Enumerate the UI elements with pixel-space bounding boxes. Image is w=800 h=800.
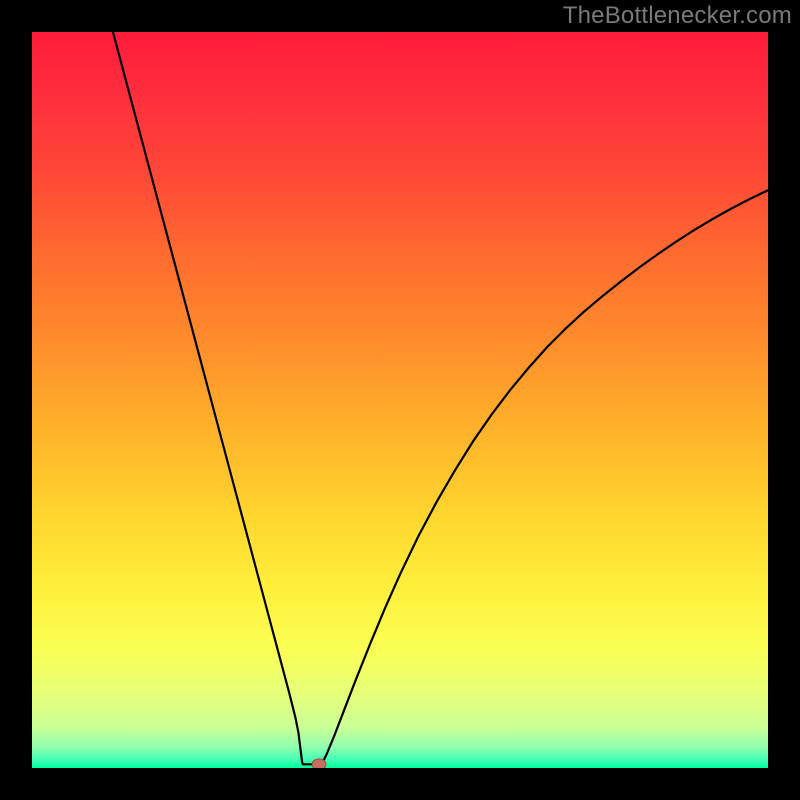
bottleneck-chart xyxy=(0,0,800,800)
chart-container: TheBottlenecker.com xyxy=(0,0,800,800)
